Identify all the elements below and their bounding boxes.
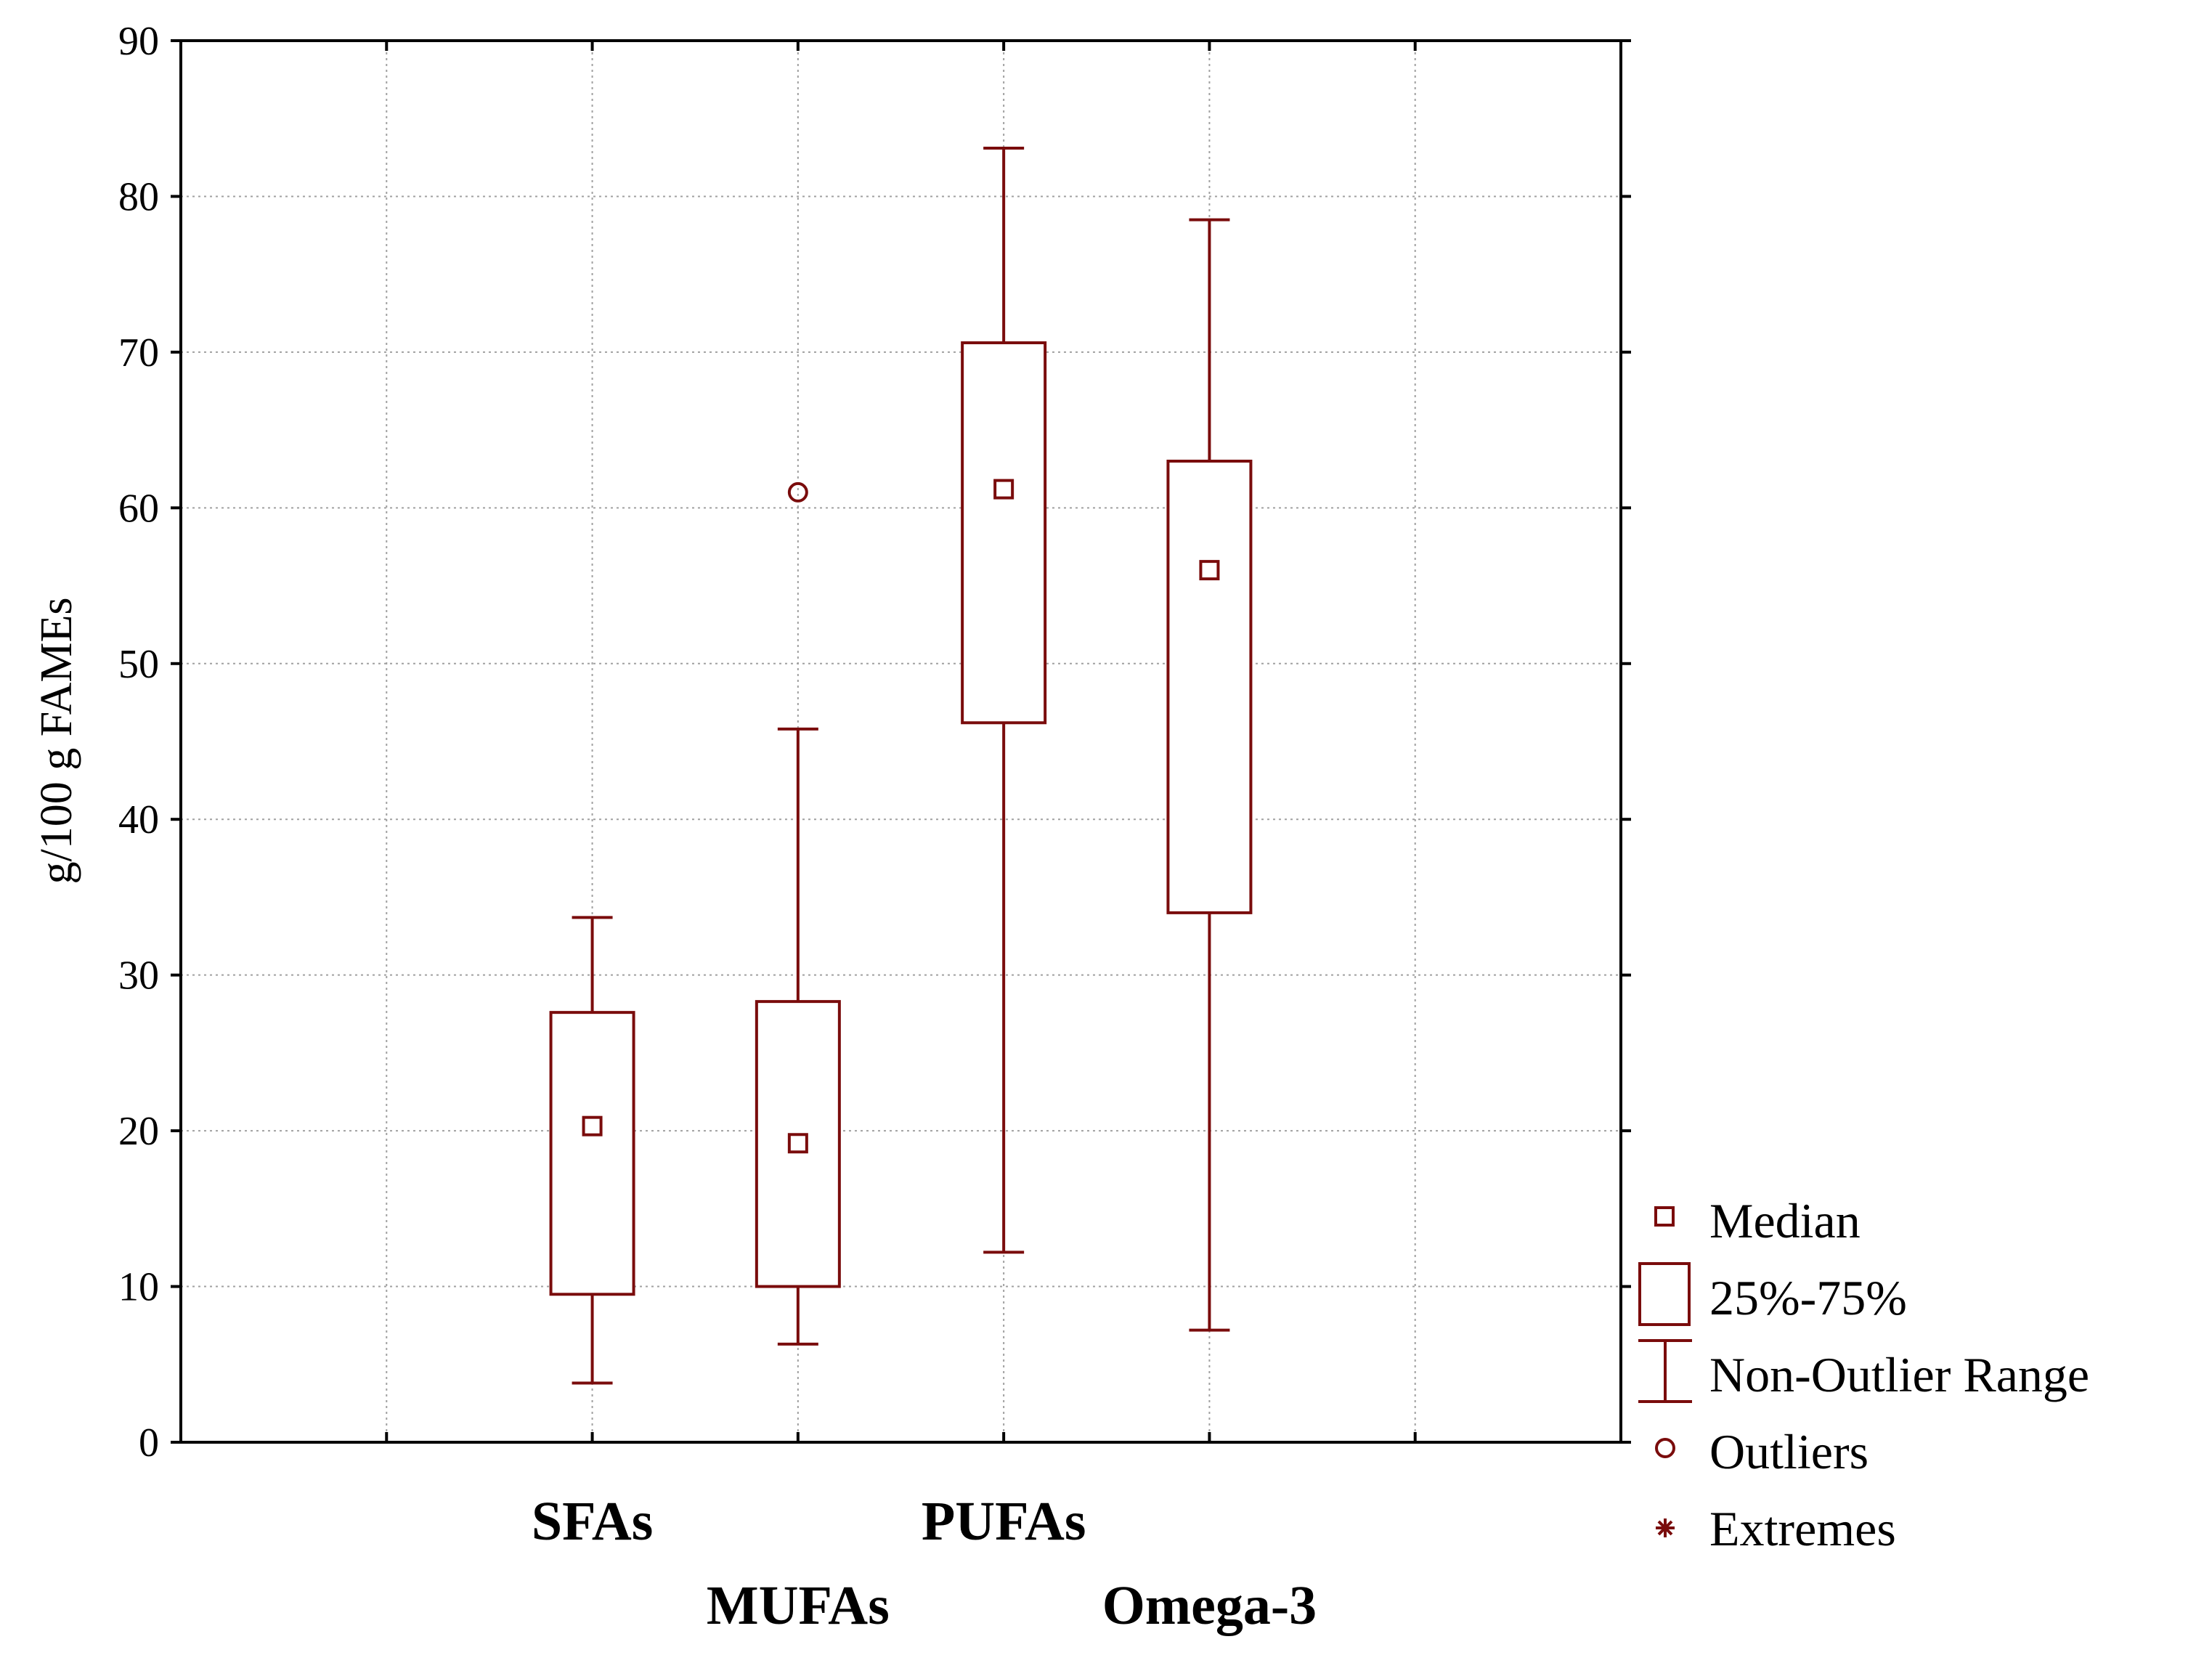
legend-extreme-symbol (1656, 1518, 1675, 1537)
median-marker (1199, 560, 1220, 581)
iqr-box (961, 341, 1047, 725)
legend-outlier-symbol (1655, 1438, 1675, 1458)
legend-median-label: Median (1709, 1193, 1861, 1248)
outlier-point (787, 481, 808, 503)
box-sfas (549, 916, 635, 1385)
legend-range-symbol (1638, 1339, 1692, 1403)
legend-box-symbol (1638, 1262, 1691, 1326)
plot-frame (179, 39, 1622, 1444)
median-marker (993, 479, 1014, 500)
legend-box-label: 25%-75% (1709, 1270, 1907, 1325)
legend-range-label: Non-Outlier Range (1709, 1347, 2089, 1402)
box-series (549, 146, 1253, 1385)
x-axis-ticks (385, 41, 1417, 1442)
legend: Median 25%-75% Non-Outlier Range Outlier… (1638, 1193, 2089, 1556)
box-omega-3 (1166, 218, 1253, 1332)
y-tick-label: 30 (118, 954, 159, 999)
category-label: PUFAs (922, 1491, 1086, 1552)
y-tick-label: 20 (118, 1109, 159, 1154)
legend-extremes-label: Extremes (1709, 1501, 1896, 1556)
y-tick-label: 10 (118, 1265, 159, 1310)
y-tick-label: 40 (118, 797, 159, 842)
y-tick-label: 90 (118, 19, 159, 64)
iqr-box (755, 1000, 841, 1288)
legend-median-symbol (1654, 1206, 1675, 1227)
y-tick-label: 70 (118, 330, 159, 375)
y-tick-label: 50 (118, 642, 159, 687)
box-pufas (961, 146, 1047, 1254)
median-marker (582, 1115, 603, 1137)
y-tick-label: 60 (118, 486, 159, 531)
category-label: MUFAs (707, 1575, 890, 1636)
y-axis-title: g/100 g FAMEs (32, 597, 81, 884)
legend-outliers-label: Outliers (1709, 1424, 1869, 1479)
y-tick-label: 80 (118, 174, 159, 219)
iqr-box (549, 1011, 635, 1296)
y-axis-ticks: 0 10 20 30 40 50 60 70 80 90 (118, 19, 1631, 1465)
grid-lines (181, 41, 1621, 1442)
median-marker (787, 1133, 808, 1154)
category-labels: SFAs MUFAs PUFAs Omega-3 (532, 1491, 1317, 1636)
y-tick-label: 0 (139, 1420, 159, 1465)
iqr-box (1166, 460, 1253, 914)
category-label: Omega-3 (1102, 1575, 1317, 1636)
box-mufas (755, 481, 841, 1346)
category-label: SFAs (532, 1491, 654, 1552)
